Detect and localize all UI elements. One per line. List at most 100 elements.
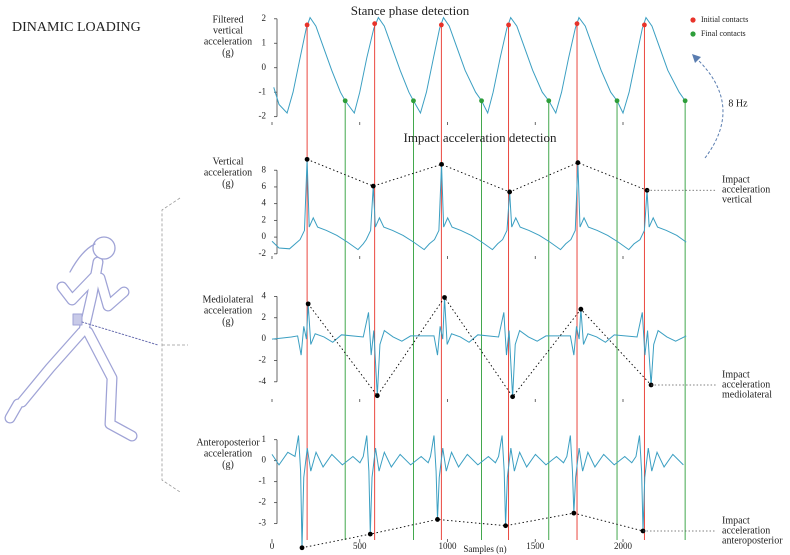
- rate-label: 8 Hz: [728, 98, 748, 109]
- y-tick-label: -3: [259, 518, 267, 528]
- impact-marker: [640, 528, 646, 534]
- legend-marker: [690, 31, 696, 37]
- y-tick-label: -2: [259, 248, 267, 258]
- x-tick-label: 1500: [526, 541, 545, 551]
- y-tick-label: -2: [259, 497, 267, 507]
- contact-marker: [682, 98, 688, 104]
- impact-marker: [374, 393, 380, 399]
- impact-marker: [435, 517, 440, 522]
- impact-marker: [578, 306, 584, 312]
- panel-title: Stance phase detection: [351, 3, 470, 18]
- contact-marker: [642, 22, 647, 28]
- impact-marker: [439, 161, 444, 167]
- impact-marker: [304, 156, 310, 162]
- y-tick-label: 4: [262, 198, 267, 208]
- legend-marker: [690, 17, 696, 23]
- signal-line: [271, 159, 687, 251]
- y-tick-label: 1: [262, 434, 267, 444]
- y-axis-label: Anteroposterior: [196, 437, 260, 448]
- y-tick-label: -1: [259, 476, 267, 486]
- impact-marker: [442, 295, 447, 300]
- y-axis-label: acceleration: [204, 167, 252, 178]
- impact-marker: [571, 510, 577, 516]
- y-tick-label: 0: [262, 231, 267, 241]
- impact-label: Impact: [722, 515, 750, 526]
- impact-marker: [507, 189, 513, 195]
- impact-label: acceleration: [722, 525, 770, 536]
- impact-marker: [503, 523, 508, 529]
- bracket: [161, 197, 188, 493]
- x-tick-label: 500: [353, 541, 367, 551]
- contact-marker: [614, 98, 620, 104]
- x-axis-label: Samples (n): [463, 544, 506, 554]
- y-tick-label: 2: [262, 214, 267, 224]
- runner-illustration: [4, 236, 159, 442]
- y-axis-label: Mediolateral: [202, 294, 253, 305]
- contact-marker: [574, 21, 580, 27]
- y-tick-label: -4: [259, 376, 267, 386]
- y-axis-label: Filtered: [212, 14, 243, 25]
- signal-line: [271, 297, 687, 397]
- y-tick-label: 2: [262, 13, 267, 23]
- y-axis-label: vertical: [213, 25, 243, 36]
- impact-label: anteroposterior: [722, 535, 783, 546]
- contact-marker: [438, 22, 444, 28]
- impact-link: [301, 512, 644, 549]
- y-tick-label: -2: [259, 111, 267, 121]
- impact-label: mediolateral: [722, 389, 772, 400]
- y-tick-label: 4: [262, 290, 267, 300]
- impact-marker: [648, 382, 654, 388]
- impact-link: [306, 158, 648, 193]
- y-tick-label: 0: [262, 333, 267, 343]
- legend-label: Initial contacts: [701, 15, 748, 24]
- impact-marker: [299, 545, 305, 551]
- y-tick-label: 0: [262, 62, 267, 72]
- y-axis-label: acceleration: [204, 36, 252, 47]
- impact-label: Impact: [722, 369, 750, 380]
- y-tick-label: 2: [262, 312, 267, 322]
- contact-marker: [546, 98, 552, 104]
- panel: Stance phase detectionFilteredverticalac…: [204, 3, 748, 540]
- impact-marker: [370, 183, 376, 189]
- impact-label: acceleration: [722, 379, 770, 390]
- impact-label: vertical: [722, 195, 752, 206]
- contact-marker: [304, 22, 310, 28]
- legend-label: Final contacts: [701, 29, 746, 38]
- impact-link: [307, 296, 652, 398]
- y-tick-label: -1: [259, 86, 267, 96]
- impact-label: Impact: [722, 175, 750, 186]
- x-tick-label: 1000: [439, 541, 458, 551]
- contact-marker: [506, 22, 511, 28]
- contact-marker: [372, 21, 378, 27]
- y-tick-label: 6: [262, 181, 267, 191]
- y-axis-label: (g): [222, 459, 234, 470]
- panel-title: Impact acceleration detection: [403, 130, 557, 145]
- panel: Mediolateralacceleration(g)-4-2024Impact…: [202, 290, 772, 402]
- contact-marker: [479, 98, 484, 104]
- contact-marker: [411, 98, 416, 104]
- y-axis-label: Vertical: [212, 156, 243, 167]
- y-axis-label: (g): [222, 178, 234, 189]
- y-tick-label: 1: [262, 37, 267, 47]
- signal-line: [271, 435, 684, 548]
- y-tick-label: 0: [262, 455, 267, 465]
- impact-marker: [575, 160, 581, 166]
- signal-line: [273, 16, 686, 115]
- y-tick-label: -2: [259, 355, 267, 365]
- panel: Impact acceleration detectionVerticalacc…: [204, 130, 770, 259]
- rate-arrow: 8 Hz: [692, 54, 748, 159]
- impact-marker: [510, 394, 516, 400]
- y-axis-label: (g): [222, 316, 234, 327]
- contact-marker: [342, 98, 348, 104]
- impact-marker: [305, 301, 311, 307]
- y-axis-label: (g): [222, 47, 234, 58]
- impact-marker: [367, 531, 373, 537]
- y-axis-label: acceleration: [204, 305, 252, 316]
- y-axis-label: acceleration: [204, 448, 252, 459]
- x-tick-label: 2000: [614, 541, 633, 551]
- impact-marker: [644, 187, 650, 193]
- impact-label: acceleration: [722, 185, 770, 196]
- y-tick-label: 8: [262, 164, 267, 174]
